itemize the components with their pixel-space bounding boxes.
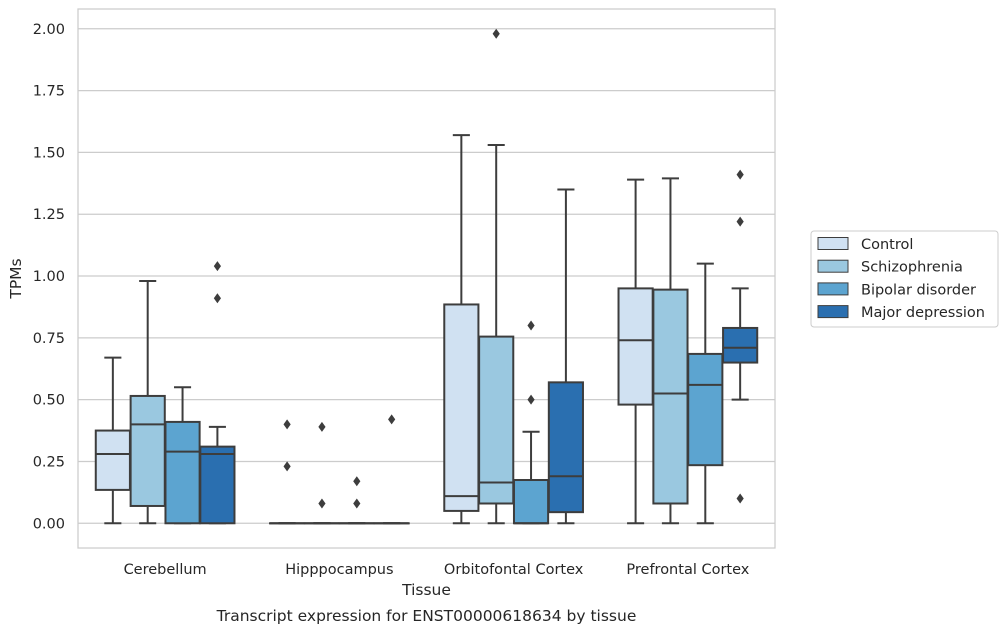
box-iqr — [722, 326, 759, 364]
box-major-depression — [547, 188, 584, 525]
legend-swatch — [817, 282, 849, 296]
box-control — [443, 134, 480, 525]
box-control — [94, 356, 131, 525]
legend-label: Schizophrenia — [861, 260, 963, 276]
x-axis-label: Tissue — [401, 581, 451, 599]
box-iqr — [687, 352, 724, 467]
x-tick-label: Prefrontal Cortex — [626, 562, 749, 578]
outlier-point — [318, 498, 326, 509]
plot-frame — [77, 8, 776, 549]
y-tick-label: 2.00 — [33, 22, 65, 38]
outlier-point — [388, 414, 396, 425]
legend-swatch — [817, 305, 849, 319]
box-groups — [94, 28, 759, 525]
box-iqr — [547, 381, 584, 514]
box-iqr — [199, 445, 236, 525]
outlier-point — [527, 320, 535, 331]
box-bipolar-disorder — [512, 320, 550, 525]
box-iqr — [652, 288, 689, 505]
box-control — [269, 419, 306, 525]
box-major-depression — [722, 169, 759, 504]
outlier-point — [492, 28, 500, 39]
outlier-point — [353, 476, 361, 487]
outlier-point — [213, 261, 221, 272]
y-tick-label: 1.25 — [33, 207, 65, 223]
box-iqr — [164, 420, 201, 525]
legend-entry: Bipolar disorder — [817, 282, 976, 298]
box-iqr — [94, 429, 131, 491]
outlier-point — [213, 293, 221, 304]
y-axis-label: TPMs — [7, 258, 25, 299]
legend-frame — [810, 230, 999, 328]
outlier-point — [283, 461, 291, 472]
outlier-point — [527, 394, 535, 405]
x-tick-labels: Cerebellum Hipppocampus Orbitofontal Corte… — [124, 562, 750, 578]
outlier-point — [736, 493, 744, 504]
box-schizophrenia — [478, 28, 515, 525]
legend-label: Control — [861, 237, 913, 253]
y-tick-labels: 0.00 0.25 0.50 0.75 1.00 1.25 1.50 1.75 2.00 — [33, 22, 65, 532]
legend: Control Schizophrenia Bipolar disorder Majo… — [810, 230, 999, 328]
legend-swatch — [817, 259, 849, 273]
y-tick-label: 0.75 — [33, 331, 65, 347]
outlier-point — [736, 169, 744, 180]
box-bipolar-disorder — [338, 476, 375, 525]
box-schizophrenia — [303, 421, 341, 525]
box-iqr — [129, 394, 166, 507]
x-tick-label: Orbitofontal Cortex — [444, 562, 584, 578]
legend-entry: Major depression — [817, 305, 985, 321]
box-iqr — [512, 479, 550, 525]
outlier-point — [353, 498, 361, 509]
box-iqr — [443, 303, 480, 512]
x-tick-label: Hipppocampus — [285, 562, 393, 578]
box-major-depression — [373, 414, 410, 525]
box-schizophrenia — [129, 279, 166, 525]
y-tick-label: 1.50 — [33, 145, 65, 161]
legend-swatch — [817, 237, 849, 250]
chart-caption: Transcript expression for ENST0000061863… — [216, 607, 637, 625]
box-iqr — [478, 335, 515, 505]
y-tick-label: 0.00 — [33, 516, 65, 532]
legend-label: Bipolar disorder — [861, 282, 976, 298]
box-iqr — [617, 287, 654, 406]
box-schizophrenia — [652, 177, 689, 525]
box-control — [617, 178, 654, 525]
outlier-point — [283, 419, 291, 430]
legend-entry: Control — [817, 237, 913, 253]
x-tick-label: Cerebellum — [124, 562, 207, 578]
y-tick-label: 0.50 — [33, 393, 65, 409]
box-bipolar-disorder — [164, 386, 201, 525]
y-tick-label: 1.75 — [33, 84, 65, 100]
box-bipolar-disorder — [687, 262, 724, 525]
box-major-depression — [199, 261, 236, 525]
legend-label: Major depression — [861, 305, 985, 321]
y-tick-label: 1.00 — [33, 269, 65, 285]
y-tick-label: 0.25 — [33, 454, 65, 470]
legend-entry: Schizophrenia — [817, 259, 963, 276]
outlier-point — [318, 421, 326, 432]
outlier-point — [736, 216, 744, 227]
